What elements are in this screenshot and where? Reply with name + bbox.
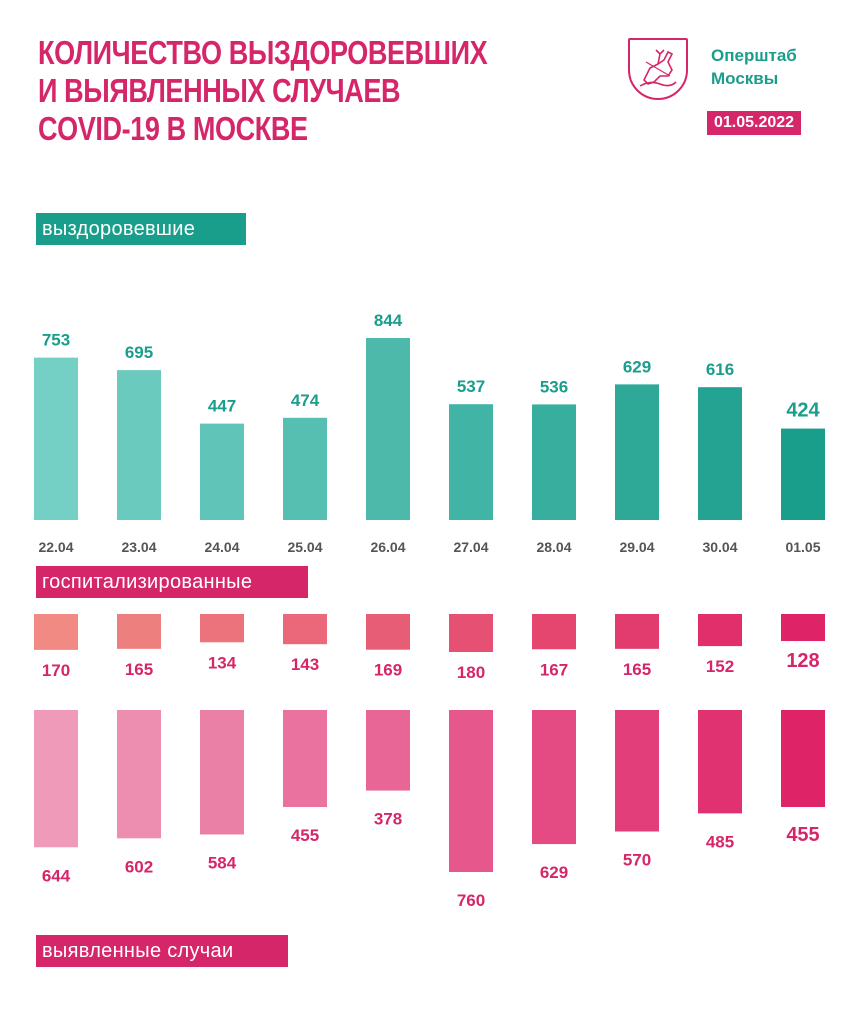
date-tick-label: 30.04 bbox=[702, 539, 737, 555]
hospitalized-section-label: госпитализированные bbox=[36, 566, 308, 598]
recovered-bar bbox=[34, 357, 78, 520]
recovered-value-label: 753 bbox=[42, 331, 70, 350]
date-tick-label: 27.04 bbox=[453, 539, 488, 555]
hospitalized-value-label: 169 bbox=[374, 661, 402, 680]
cases-value-label: 570 bbox=[623, 851, 651, 870]
date-tick-label: 25.04 bbox=[287, 539, 322, 555]
cases-value-label: 602 bbox=[125, 857, 153, 876]
hospitalized-bar bbox=[34, 614, 78, 650]
cases-value-label: 629 bbox=[540, 863, 568, 882]
hospitalized-bar bbox=[117, 614, 161, 649]
cases-bar bbox=[781, 710, 825, 807]
date-tick-label: 22.04 bbox=[38, 539, 73, 555]
cases-bar bbox=[615, 710, 659, 832]
cases-value-label: 485 bbox=[706, 832, 734, 851]
hospitalized-value-label: 152 bbox=[706, 657, 734, 676]
recovered-bar bbox=[449, 404, 493, 520]
recovered-value-label: 474 bbox=[291, 391, 320, 410]
hospitalized-value-label: 143 bbox=[291, 655, 319, 674]
recovered-value-label: 447 bbox=[208, 397, 236, 416]
cases-bar bbox=[366, 710, 410, 791]
recovered-section-label: выздоровевшие bbox=[36, 213, 246, 245]
cases-value-label: 378 bbox=[374, 810, 402, 829]
hospitalized-value-label: 170 bbox=[42, 661, 70, 680]
recovered-bar bbox=[615, 384, 659, 520]
recovered-bar bbox=[283, 417, 327, 520]
recovered-bar bbox=[117, 370, 161, 520]
title-line-3: COVID-19 в Москве bbox=[38, 110, 308, 147]
date-tick-label: 24.04 bbox=[204, 539, 239, 555]
cases-bar bbox=[698, 710, 742, 814]
cases-value-label: 584 bbox=[208, 853, 237, 872]
hospitalized-value-label: 180 bbox=[457, 663, 485, 682]
hospitalized-bar bbox=[283, 614, 327, 645]
cases-value-label: 760 bbox=[457, 891, 485, 910]
cases-value-label: 455 bbox=[291, 826, 319, 845]
recovered-bar bbox=[532, 404, 576, 520]
recovered-bar bbox=[698, 387, 742, 520]
title-line-1: Количество выздоровевших bbox=[38, 34, 488, 71]
recovered-value-label: 424 bbox=[786, 400, 820, 422]
hospitalized-bar bbox=[615, 614, 659, 649]
recovered-value-label: 537 bbox=[457, 377, 485, 396]
hospitalized-bar bbox=[532, 614, 576, 650]
date-tick-label: 28.04 bbox=[536, 539, 571, 555]
hospitalized-value-label: 165 bbox=[623, 660, 651, 679]
moscow-coat-of-arms-logo bbox=[628, 38, 688, 100]
date-tick-label: 29.04 bbox=[619, 539, 654, 555]
date-tick-label: 26.04 bbox=[370, 539, 405, 555]
date-tick-label: 01.05 bbox=[785, 539, 820, 555]
hospitalized-bar bbox=[698, 614, 742, 647]
cases-bar bbox=[200, 710, 244, 835]
org-name: Оперштаб Москвы bbox=[711, 44, 797, 90]
cases-value-label: 644 bbox=[42, 866, 71, 885]
recovered-bar bbox=[366, 338, 410, 520]
cases-bar bbox=[532, 710, 576, 845]
recovered-value-label: 844 bbox=[374, 311, 403, 330]
hospitalized-bar bbox=[366, 614, 410, 650]
recovered-bar bbox=[781, 428, 825, 520]
recovered-bar bbox=[200, 423, 244, 520]
recovered-value-label: 629 bbox=[623, 357, 651, 376]
hospitalized-value-label: 128 bbox=[786, 650, 819, 672]
horseman-icon bbox=[639, 49, 677, 87]
org-name-line-1: Оперштаб bbox=[711, 46, 797, 65]
cases-bar bbox=[34, 710, 78, 848]
cases-bar bbox=[449, 710, 493, 872]
org-name-line-2: Москвы bbox=[711, 69, 779, 88]
hospitalized-bar bbox=[781, 614, 825, 642]
cases-value-label: 455 bbox=[786, 824, 819, 846]
hospitalized-value-label: 165 bbox=[125, 660, 153, 679]
title-line-2: и выявленных случаев bbox=[38, 72, 401, 109]
recovered-value-label: 695 bbox=[125, 343, 153, 362]
cases-bar bbox=[283, 710, 327, 807]
cases-section-label: выявленные случаи bbox=[36, 935, 288, 967]
hospitalized-value-label: 134 bbox=[208, 653, 237, 672]
cases-bar bbox=[117, 710, 161, 839]
recovered-value-label: 616 bbox=[706, 360, 734, 379]
page-title: Количество выздоровевших и выявленных сл… bbox=[38, 34, 497, 148]
date-tick-label: 23.04 bbox=[121, 539, 156, 555]
hospitalized-value-label: 167 bbox=[540, 660, 568, 679]
hospitalized-bar bbox=[200, 614, 244, 643]
recovered-value-label: 536 bbox=[540, 377, 568, 396]
hospitalized-bar bbox=[449, 614, 493, 652]
date-badge: 01.05.2022 bbox=[707, 111, 802, 135]
